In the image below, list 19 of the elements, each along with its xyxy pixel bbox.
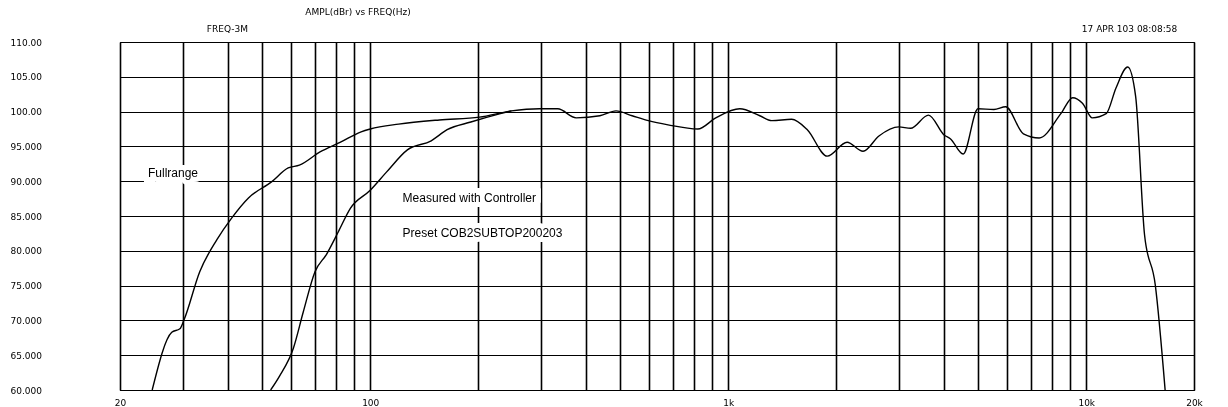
chart-title: AMPL(dBr) vs FREQ(Hz) [305, 7, 411, 17]
y-tick-label: 100.00 [10, 107, 43, 118]
y-tick-label: 60.000 [10, 385, 43, 396]
x-tick-label: 1k [723, 397, 735, 407]
x-tick-label: 100 [362, 397, 380, 407]
x-tick-label: 20 [114, 397, 127, 407]
x-tick-label: 20k [1186, 397, 1204, 407]
y-tick-label: 90.000 [10, 176, 43, 187]
y-tick-label: 80.000 [10, 246, 43, 257]
text: FREQ-3M [206, 24, 248, 34]
y-tick-label: 85.000 [10, 211, 43, 222]
y-tick-label: 95.000 [10, 141, 43, 152]
y-tick-label: 110.00 [10, 37, 43, 48]
text: 17 APR 103 08:08:58 [1081, 24, 1178, 34]
x-tick-label: 10k [1078, 397, 1096, 407]
y-tick-label: 105.00 [10, 72, 43, 83]
y-tick-label: 70.000 [10, 315, 43, 326]
y-tick-label: 75.000 [10, 281, 43, 292]
y-tick-label: 65.000 [10, 350, 43, 361]
